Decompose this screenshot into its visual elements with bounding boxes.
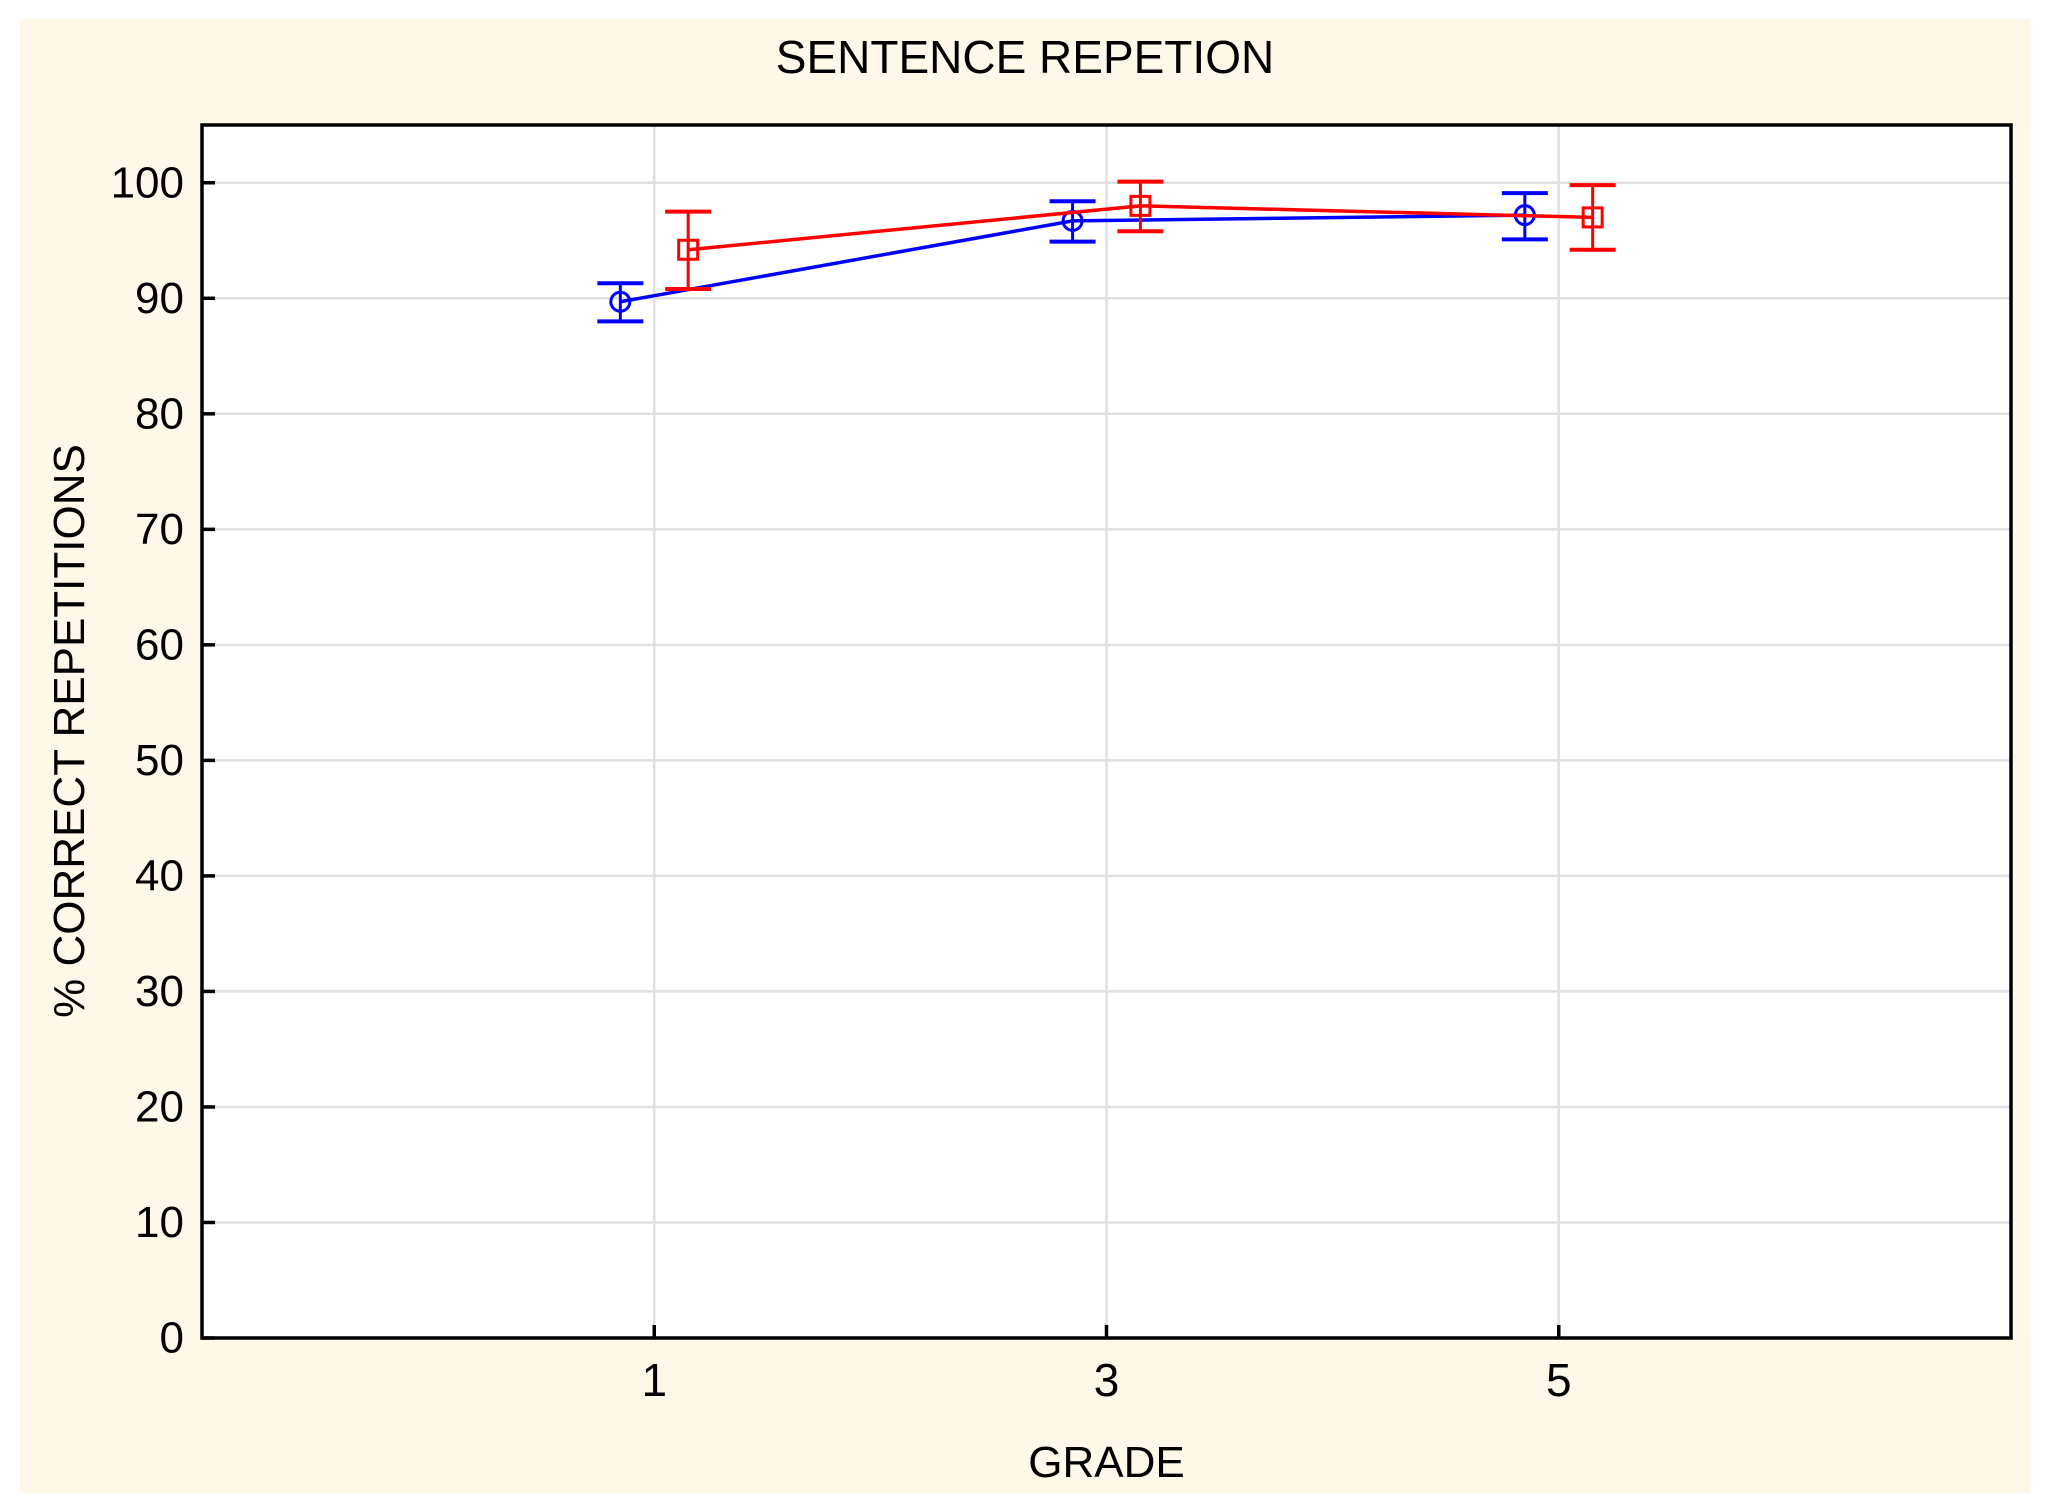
x-tick-label: 1 [641, 1354, 667, 1406]
y-tick-label: 20 [135, 1082, 184, 1131]
y-tick-label: 90 [135, 274, 184, 323]
circle-marker [609, 290, 632, 313]
y-tick-label: 0 [160, 1314, 184, 1363]
y-tick-label: 50 [135, 736, 184, 785]
series-line [620, 213, 1525, 304]
y-tick-label: 30 [135, 967, 184, 1016]
series-line [687, 204, 1593, 252]
chart-title: SENTENCE REPETION [775, 31, 1275, 83]
square-marker [1581, 206, 1604, 229]
y-tick-label: 70 [135, 505, 184, 554]
square-marker [677, 238, 700, 261]
y-tick-label: 100 [111, 158, 184, 207]
x-tick-label: 3 [1094, 1354, 1120, 1406]
y-tick-label: 40 [135, 851, 184, 900]
y-tick-label: 60 [135, 620, 184, 669]
y-axis-title: % CORRECT REPETITIONS [45, 444, 94, 1018]
y-tick-label: 80 [135, 389, 184, 438]
square-marker [1129, 194, 1152, 217]
x-tick-label: 5 [1546, 1354, 1572, 1406]
y-tick-label: 10 [135, 1198, 184, 1247]
x-axis-title: GRADE [1028, 1438, 1185, 1487]
